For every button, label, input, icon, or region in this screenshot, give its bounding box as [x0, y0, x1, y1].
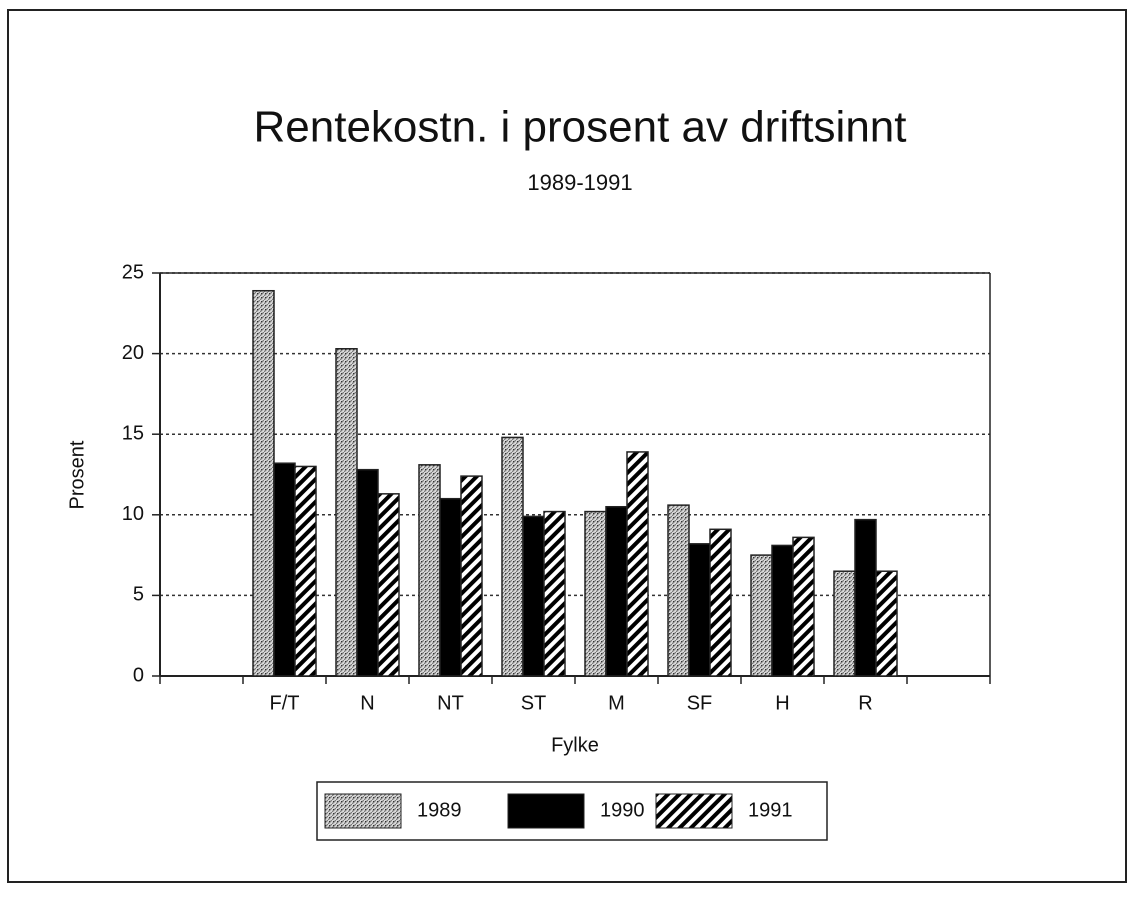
bar [750, 554, 773, 677]
bar [356, 468, 379, 677]
bar [439, 497, 462, 677]
bar [792, 536, 815, 677]
y-tick-label: 25 [122, 261, 144, 283]
x-tick-label: NT [437, 692, 464, 714]
bar [335, 348, 358, 677]
legend-swatch [324, 793, 402, 829]
bar [543, 510, 566, 677]
y-tick-label: 20 [122, 342, 144, 364]
x-tick-label: SF [687, 692, 713, 714]
bar [605, 505, 628, 677]
frame [7, 9, 1127, 883]
bar [252, 289, 275, 677]
bar [667, 504, 690, 677]
x-tick-label: M [608, 692, 625, 714]
legend [316, 781, 828, 841]
bar [709, 528, 732, 677]
y-tick-label: 15 [122, 422, 144, 444]
legend-label: 1991 [748, 799, 793, 821]
bar [377, 493, 400, 677]
x-tick-label: F/T [270, 692, 300, 714]
bar [833, 570, 856, 677]
legend-swatch [507, 793, 585, 829]
legend-label: 1990 [600, 799, 645, 821]
bar [771, 544, 794, 677]
x-tick-label: N [360, 692, 374, 714]
x-tick-label: H [775, 692, 789, 714]
bar [875, 570, 898, 677]
bar [418, 464, 441, 677]
chart-subtitle: 1989-1991 [527, 170, 632, 195]
bar [584, 510, 607, 677]
x-tick-label: ST [521, 692, 547, 714]
x-tick-label: R [858, 692, 872, 714]
legend-swatch [655, 793, 733, 829]
x-axis-label: Fylke [551, 734, 599, 756]
bar [626, 451, 649, 677]
bar [501, 436, 524, 677]
y-axis-label: Prosent [66, 440, 88, 509]
bar [522, 515, 545, 677]
bar [460, 475, 483, 677]
bar [854, 518, 877, 677]
bar [688, 543, 711, 677]
y-tick-label: 5 [133, 584, 144, 606]
legend-label: 1989 [417, 799, 462, 821]
bar [294, 465, 317, 677]
y-tick-label: 0 [133, 664, 144, 686]
y-tick-label: 10 [122, 503, 144, 525]
chart-title: Rentekostn. i prosent av driftsinnt [254, 103, 907, 152]
bar [273, 462, 296, 677]
